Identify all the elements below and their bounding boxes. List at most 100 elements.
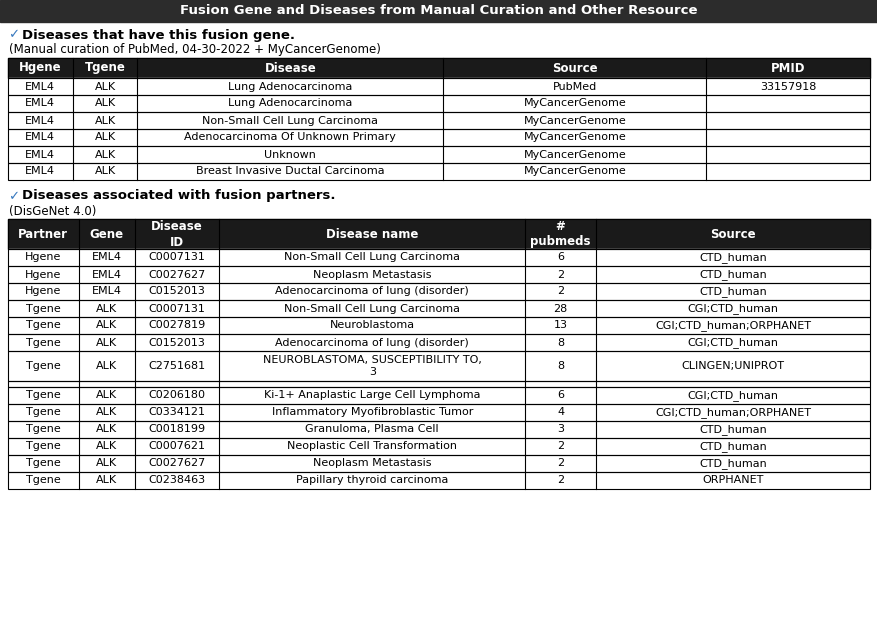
Text: (DisGeNet 4.0): (DisGeNet 4.0) xyxy=(9,205,96,217)
Text: ALK: ALK xyxy=(95,116,116,126)
Text: ALK: ALK xyxy=(96,475,118,485)
Bar xyxy=(8,112,869,129)
Text: Lung Adenocarcinoma: Lung Adenocarcinoma xyxy=(228,99,352,109)
Text: 8: 8 xyxy=(556,361,563,371)
Text: Papillary thyroid carcinoma: Papillary thyroid carcinoma xyxy=(296,475,448,485)
Bar xyxy=(8,317,869,334)
Text: CTD_human: CTD_human xyxy=(698,441,766,452)
Text: Breast Invasive Ductal Carcinoma: Breast Invasive Ductal Carcinoma xyxy=(196,166,384,176)
Text: MyCancerGenome: MyCancerGenome xyxy=(523,166,625,176)
Text: 6: 6 xyxy=(556,252,563,263)
Text: (Manual curation of PubMed, 04-30-2022 + MyCancerGenome): (Manual curation of PubMed, 04-30-2022 +… xyxy=(9,43,381,57)
Text: ALK: ALK xyxy=(95,149,116,160)
Text: Tgene: Tgene xyxy=(26,407,61,417)
Text: Partner: Partner xyxy=(18,227,68,241)
Text: ALK: ALK xyxy=(95,82,116,92)
Text: EML4: EML4 xyxy=(25,133,55,143)
Bar xyxy=(8,455,869,472)
Text: Tgene: Tgene xyxy=(26,390,61,400)
Text: Hgene: Hgene xyxy=(19,62,61,75)
Text: EML4: EML4 xyxy=(25,99,55,109)
Text: Diseases that have this fusion gene.: Diseases that have this fusion gene. xyxy=(22,28,295,41)
Text: C0152013: C0152013 xyxy=(148,286,205,296)
Bar xyxy=(8,95,869,112)
Text: CTD_human: CTD_human xyxy=(698,286,766,297)
Text: CGI;CTD_human;ORPHANET: CGI;CTD_human;ORPHANET xyxy=(654,320,810,331)
Text: 2: 2 xyxy=(556,441,563,452)
Bar xyxy=(8,387,869,404)
Bar xyxy=(8,300,869,317)
Text: Tgene: Tgene xyxy=(26,458,61,468)
Text: MyCancerGenome: MyCancerGenome xyxy=(523,133,625,143)
Text: CTD_human: CTD_human xyxy=(698,458,766,468)
Text: EML4: EML4 xyxy=(91,286,122,296)
Bar xyxy=(8,472,869,489)
Text: ✓: ✓ xyxy=(9,190,25,202)
Bar xyxy=(8,58,869,78)
Bar xyxy=(8,300,869,317)
Bar xyxy=(8,78,869,95)
Text: C0007131: C0007131 xyxy=(148,303,205,313)
Text: PMID: PMID xyxy=(770,62,804,75)
Text: Tgene: Tgene xyxy=(26,425,61,434)
Text: C0206180: C0206180 xyxy=(148,390,205,400)
Text: EML4: EML4 xyxy=(25,82,55,92)
Bar xyxy=(8,438,869,455)
Text: Adenocarcinoma Of Unknown Primary: Adenocarcinoma Of Unknown Primary xyxy=(184,133,396,143)
Text: Tgene: Tgene xyxy=(26,320,61,330)
Bar xyxy=(8,283,869,300)
Text: ALK: ALK xyxy=(96,303,118,313)
Bar xyxy=(8,129,869,146)
Text: Source: Source xyxy=(709,227,755,241)
Bar xyxy=(8,421,869,438)
Text: C0334121: C0334121 xyxy=(148,407,205,417)
Text: Adenocarcinoma of lung (disorder): Adenocarcinoma of lung (disorder) xyxy=(275,337,468,347)
Text: Ki-1+ Anaplastic Large Cell Lymphoma: Ki-1+ Anaplastic Large Cell Lymphoma xyxy=(264,390,480,400)
Text: C0027627: C0027627 xyxy=(148,269,205,279)
Text: 6: 6 xyxy=(556,390,563,400)
Text: ALK: ALK xyxy=(96,425,118,434)
Bar xyxy=(8,146,869,163)
Text: EML4: EML4 xyxy=(25,116,55,126)
Text: ALK: ALK xyxy=(95,133,116,143)
Bar xyxy=(0,0,877,22)
Text: C0018199: C0018199 xyxy=(148,425,205,434)
Text: 2: 2 xyxy=(556,458,563,468)
Text: EML4: EML4 xyxy=(25,166,55,176)
Text: Neuroblastoma: Neuroblastoma xyxy=(329,320,414,330)
Text: 2: 2 xyxy=(556,286,563,296)
Text: Disease name: Disease name xyxy=(325,227,418,241)
Bar xyxy=(8,95,869,112)
Text: Diseases associated with fusion partners.: Diseases associated with fusion partners… xyxy=(22,190,335,202)
Text: Disease: Disease xyxy=(264,62,316,75)
Text: Non-Small Cell Lung Carcinoma: Non-Small Cell Lung Carcinoma xyxy=(284,303,460,313)
Text: C0007131: C0007131 xyxy=(148,252,205,263)
Bar xyxy=(8,381,869,387)
Bar xyxy=(8,146,869,163)
Text: Hgene: Hgene xyxy=(25,269,61,279)
Text: ALK: ALK xyxy=(96,407,118,417)
Text: CLINGEN;UNIPROT: CLINGEN;UNIPROT xyxy=(681,361,783,371)
Text: Tgene: Tgene xyxy=(26,303,61,313)
Text: CGI;CTD_human: CGI;CTD_human xyxy=(687,390,778,401)
Text: MyCancerGenome: MyCancerGenome xyxy=(523,99,625,109)
Text: CGI;CTD_human: CGI;CTD_human xyxy=(687,303,778,314)
Text: ALK: ALK xyxy=(96,390,118,400)
Bar xyxy=(8,351,869,381)
Bar xyxy=(8,163,869,180)
Bar xyxy=(8,455,869,472)
Text: Inflammatory Myofibroblastic Tumor: Inflammatory Myofibroblastic Tumor xyxy=(271,407,473,417)
Text: C0007621: C0007621 xyxy=(148,441,205,452)
Text: C0027627: C0027627 xyxy=(148,458,205,468)
Text: C0027819: C0027819 xyxy=(148,320,205,330)
Text: Fusion Gene and Diseases from Manual Curation and Other Resource: Fusion Gene and Diseases from Manual Cur… xyxy=(180,4,697,18)
Text: 8: 8 xyxy=(556,337,563,347)
Text: Tgene: Tgene xyxy=(84,62,125,75)
Text: 2: 2 xyxy=(556,269,563,279)
Text: CGI;CTD_human;ORPHANET: CGI;CTD_human;ORPHANET xyxy=(654,407,810,418)
Bar xyxy=(8,249,869,266)
Text: 4: 4 xyxy=(556,407,563,417)
Text: Source: Source xyxy=(552,62,597,75)
Text: Tgene: Tgene xyxy=(26,337,61,347)
Text: MyCancerGenome: MyCancerGenome xyxy=(523,149,625,160)
